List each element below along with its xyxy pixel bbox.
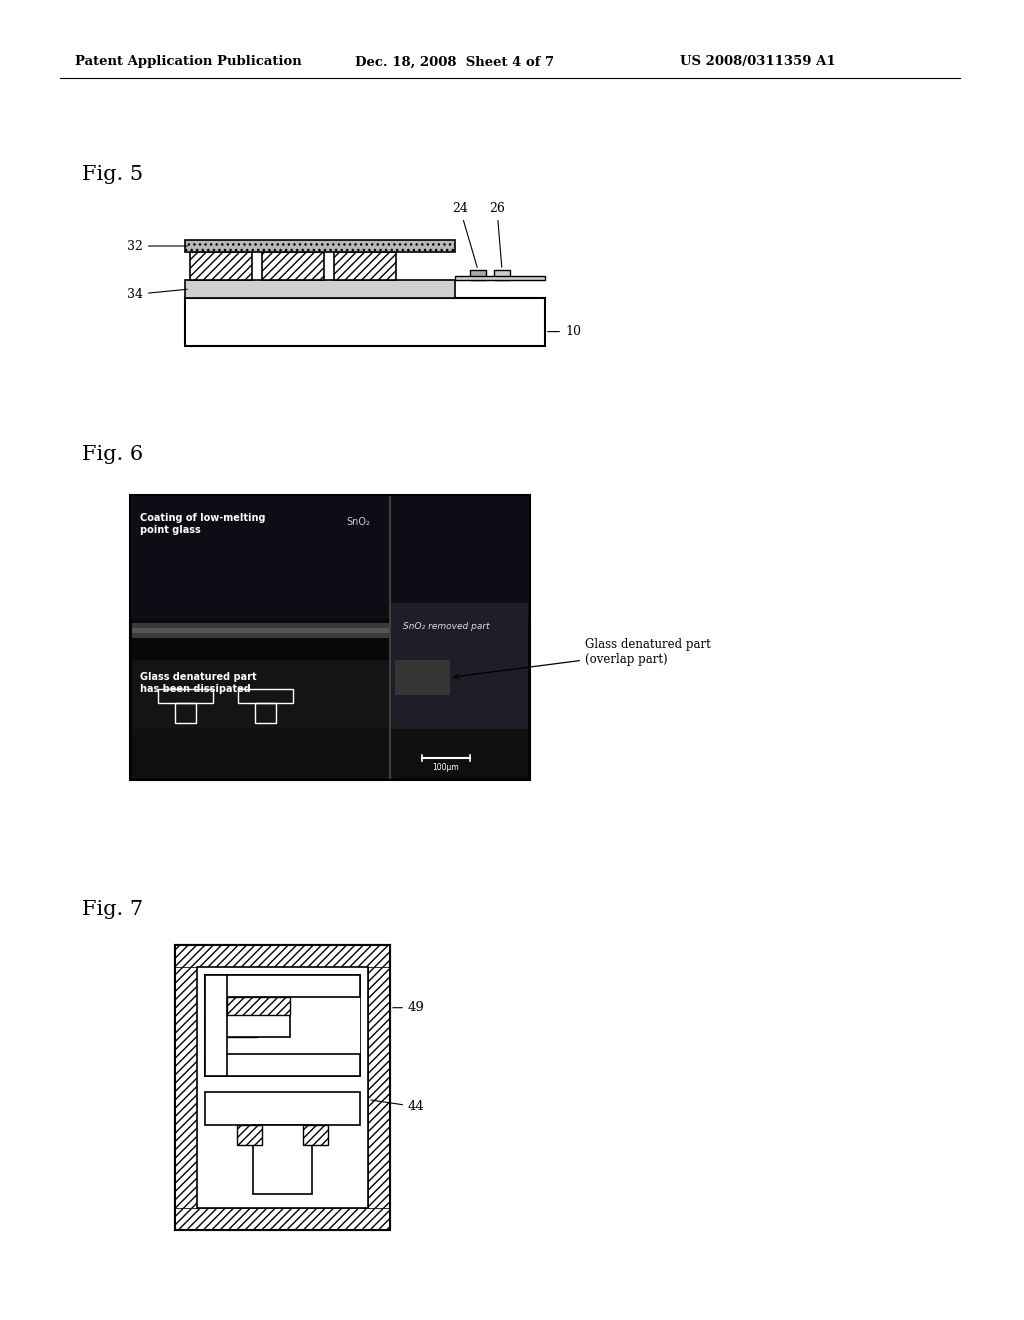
Bar [262,252,324,280]
Bar [205,1055,360,1076]
Bar [190,252,252,280]
Text: Glass denatured part
has been dissipated: Glass denatured part has been dissipated [140,672,257,694]
Text: US 2008/0311359 A1: US 2008/0311359 A1 [680,55,836,69]
Text: 100μm: 100μm [432,763,460,772]
Bar [227,997,290,1015]
Bar [238,689,293,702]
Text: 34: 34 [127,288,187,301]
Bar [175,945,390,1230]
Bar [470,271,486,280]
Bar [368,968,390,1208]
Bar [227,997,360,1055]
Bar [205,1093,360,1125]
Bar [197,968,368,1208]
Bar [185,280,455,298]
Text: Fig. 7: Fig. 7 [82,900,143,919]
Bar [238,1125,262,1144]
Bar [185,240,455,252]
Text: 32: 32 [127,239,187,252]
Bar [205,975,360,1076]
Bar [175,945,390,968]
Bar [303,1125,328,1144]
Text: SnO₂ removed part: SnO₂ removed part [403,622,489,631]
Bar [494,271,510,280]
Bar [132,628,400,634]
Text: Fig. 6: Fig. 6 [82,445,143,465]
Bar [175,968,197,1208]
Text: 26: 26 [489,202,505,267]
Bar [197,968,368,1208]
Bar [205,975,360,997]
Bar [132,729,528,777]
Bar [255,702,276,723]
Bar [132,660,400,777]
Bar [395,660,450,696]
Bar [175,702,196,723]
Bar [175,1208,390,1230]
Text: Coating of low-melting
point glass: Coating of low-melting point glass [140,513,265,536]
Bar [131,496,529,619]
Text: 44: 44 [371,1100,425,1113]
Text: Dec. 18, 2008  Sheet 4 of 7: Dec. 18, 2008 Sheet 4 of 7 [355,55,554,69]
Text: 24: 24 [452,202,477,268]
Bar [132,623,400,639]
Text: 49: 49 [393,1001,425,1014]
Text: Patent Application Publication: Patent Application Publication [75,55,302,69]
Bar [205,1015,290,1036]
Text: SnO₂: SnO₂ [346,517,370,527]
Bar [175,945,390,1230]
Bar [205,975,227,1076]
Text: Fig. 5: Fig. 5 [82,165,143,183]
Bar [227,1015,257,1036]
Bar [130,495,530,780]
Bar [185,298,545,346]
Bar [158,689,213,702]
Bar [455,276,545,280]
Text: 10: 10 [548,325,581,338]
Bar [390,603,528,731]
Text: Glass denatured part
(overlap part): Glass denatured part (overlap part) [454,638,711,678]
Bar [253,1125,312,1193]
Bar [334,252,396,280]
